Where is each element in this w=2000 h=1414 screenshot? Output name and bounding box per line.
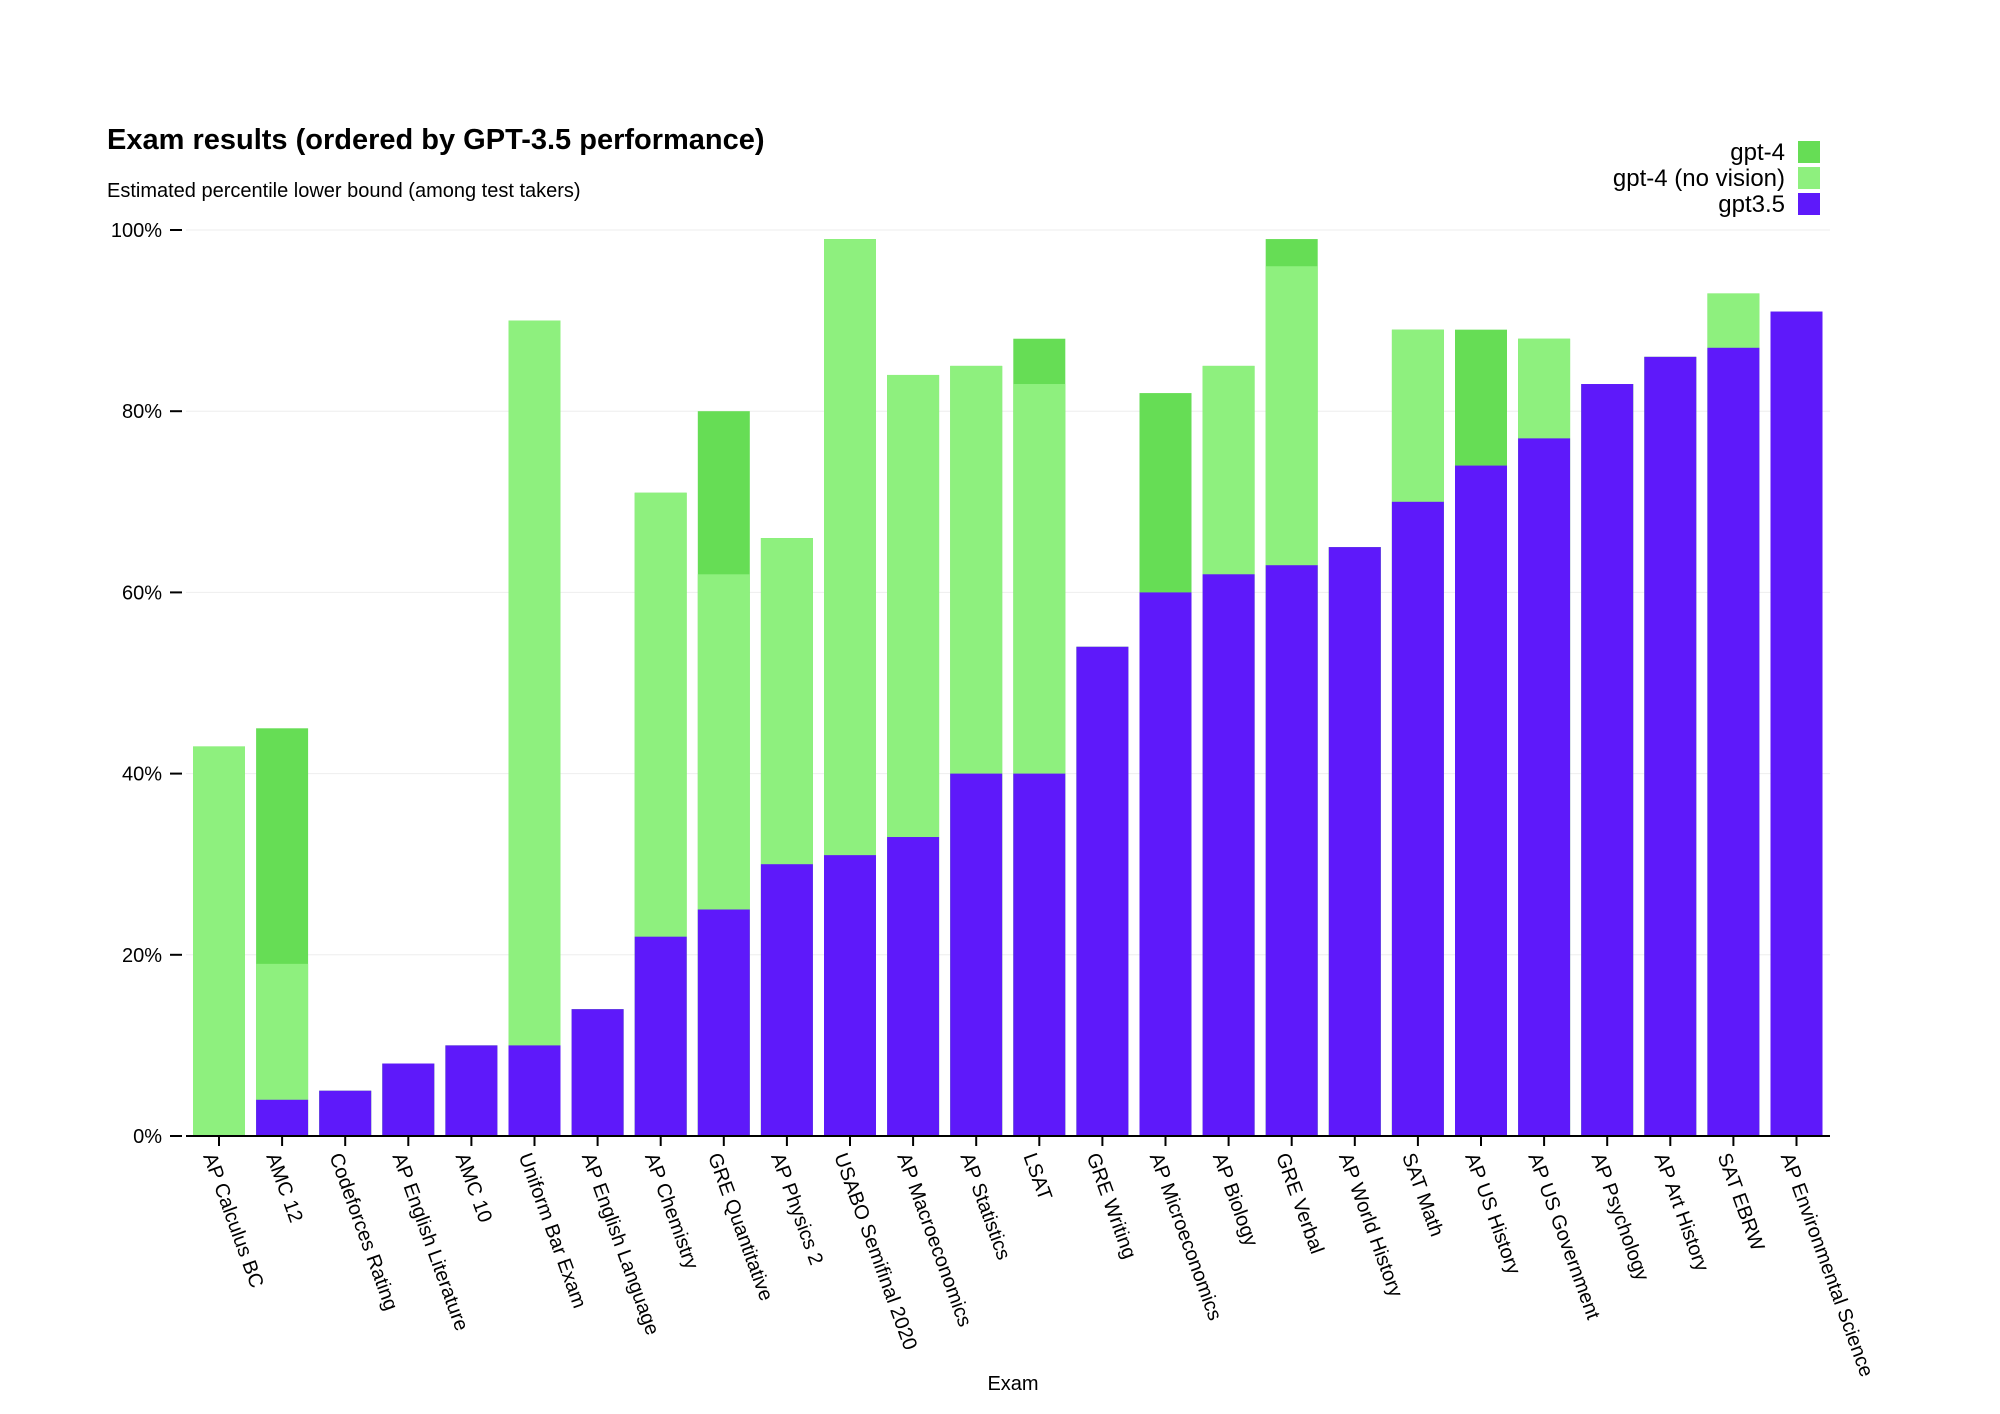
- x-tick-label: AP World History: [1334, 1150, 1407, 1300]
- legend-swatch: [1798, 193, 1820, 215]
- bar-gpt3-5: [824, 855, 876, 1136]
- legend-swatch: [1798, 141, 1820, 163]
- x-tick-label: AP Statistics: [956, 1150, 1015, 1263]
- y-tick-label: 40%: [122, 764, 162, 786]
- bar-gpt3-5: [445, 1045, 498, 1136]
- x-tick-label: AP Microeconomics: [1145, 1150, 1226, 1323]
- x-tick-label: GRE Writing: [1082, 1150, 1141, 1262]
- x-tick-label: AP Physics 2: [766, 1150, 827, 1268]
- legend-label: gpt-4 (no vision): [1613, 165, 1785, 192]
- bar-gpt3-5: [1013, 773, 1066, 1136]
- x-tick-label: AP Calculus BC: [198, 1150, 267, 1291]
- x-tick-label: AP US Government: [1523, 1150, 1604, 1323]
- legend-label: gpt3.5: [1718, 191, 1785, 218]
- bar-gpt3-5: [1518, 438, 1571, 1136]
- x-tick-label: LSAT: [1019, 1150, 1056, 1203]
- bar-gpt3-5: [1391, 501, 1444, 1136]
- y-tick-label: 0%: [133, 1126, 162, 1148]
- bar-gpt3-5: [887, 837, 940, 1136]
- x-tick-label: Uniform Bar Exam: [514, 1150, 591, 1311]
- x-tick-label: SAT Math: [1397, 1150, 1447, 1239]
- legend-label: gpt-4: [1730, 139, 1785, 166]
- bar-gpt3-5: [1202, 574, 1255, 1136]
- bar-gpt3-5: [1139, 592, 1192, 1136]
- x-tick-label: AP Biology: [1208, 1150, 1262, 1249]
- bar-gpt3-5: [760, 864, 813, 1136]
- bar-gpt3-5: [508, 1045, 561, 1136]
- bar-gpt3-5: [319, 1090, 372, 1136]
- bar-gpt3-5: [256, 1099, 309, 1136]
- bar-gpt3-5: [950, 773, 1003, 1136]
- x-tick-label: AMC 10: [451, 1150, 496, 1225]
- bar-gpt3-5: [697, 909, 750, 1136]
- bar-gpt-4-no-vision-: [193, 746, 245, 1136]
- bar-gpt3-5: [1455, 465, 1507, 1136]
- y-tick-label: 80%: [122, 401, 162, 423]
- bar-gpt3-5: [382, 1063, 435, 1136]
- chart-subtitle: Estimated percentile lower bound (among …: [107, 180, 581, 202]
- bar-gpt3-5: [1644, 356, 1697, 1137]
- x-tick-label: GRE Verbal: [1271, 1150, 1328, 1257]
- x-tick-label: AP Art History: [1650, 1150, 1713, 1274]
- legend-swatch: [1798, 167, 1820, 189]
- x-tick-label: Codeforces Rating: [325, 1150, 402, 1313]
- x-tick-label: SAT EBRW: [1713, 1150, 1769, 1254]
- bar-gpt3-5: [571, 1009, 624, 1136]
- chart-title: Exam results (ordered by GPT-3.5 perform…: [107, 124, 765, 156]
- x-tick-label: GRE Quantitative: [703, 1150, 777, 1304]
- x-tick-label: AP US History: [1460, 1150, 1524, 1277]
- x-tick-label: AMC 12: [261, 1150, 306, 1225]
- bars: [193, 239, 1823, 1137]
- x-tick-label: AP Psychology: [1587, 1150, 1654, 1284]
- bar-gpt-4-no-vision-: [508, 320, 561, 1137]
- bar-gpt3-5: [1707, 347, 1760, 1136]
- y-tick-label: 20%: [122, 945, 162, 967]
- x-tick-label: AP Chemistry: [640, 1150, 702, 1272]
- x-axis-title: Exam: [987, 1373, 1038, 1395]
- bar-gpt3-5: [1581, 384, 1634, 1136]
- x-tick-label: AP Environmental Science: [1776, 1150, 1878, 1380]
- bar-gpt3-5: [1076, 646, 1129, 1136]
- bar-gpt3-5: [1770, 311, 1823, 1136]
- y-axis: 0% 20% 40% 60% 80% 100%: [111, 220, 182, 1148]
- bar-gpt3-5: [1328, 547, 1381, 1136]
- y-tick-label: 100%: [111, 220, 162, 242]
- y-tick-label: 60%: [122, 582, 162, 604]
- bar-gpt3-5: [1265, 565, 1318, 1136]
- bar-gpt3-5: [634, 936, 687, 1136]
